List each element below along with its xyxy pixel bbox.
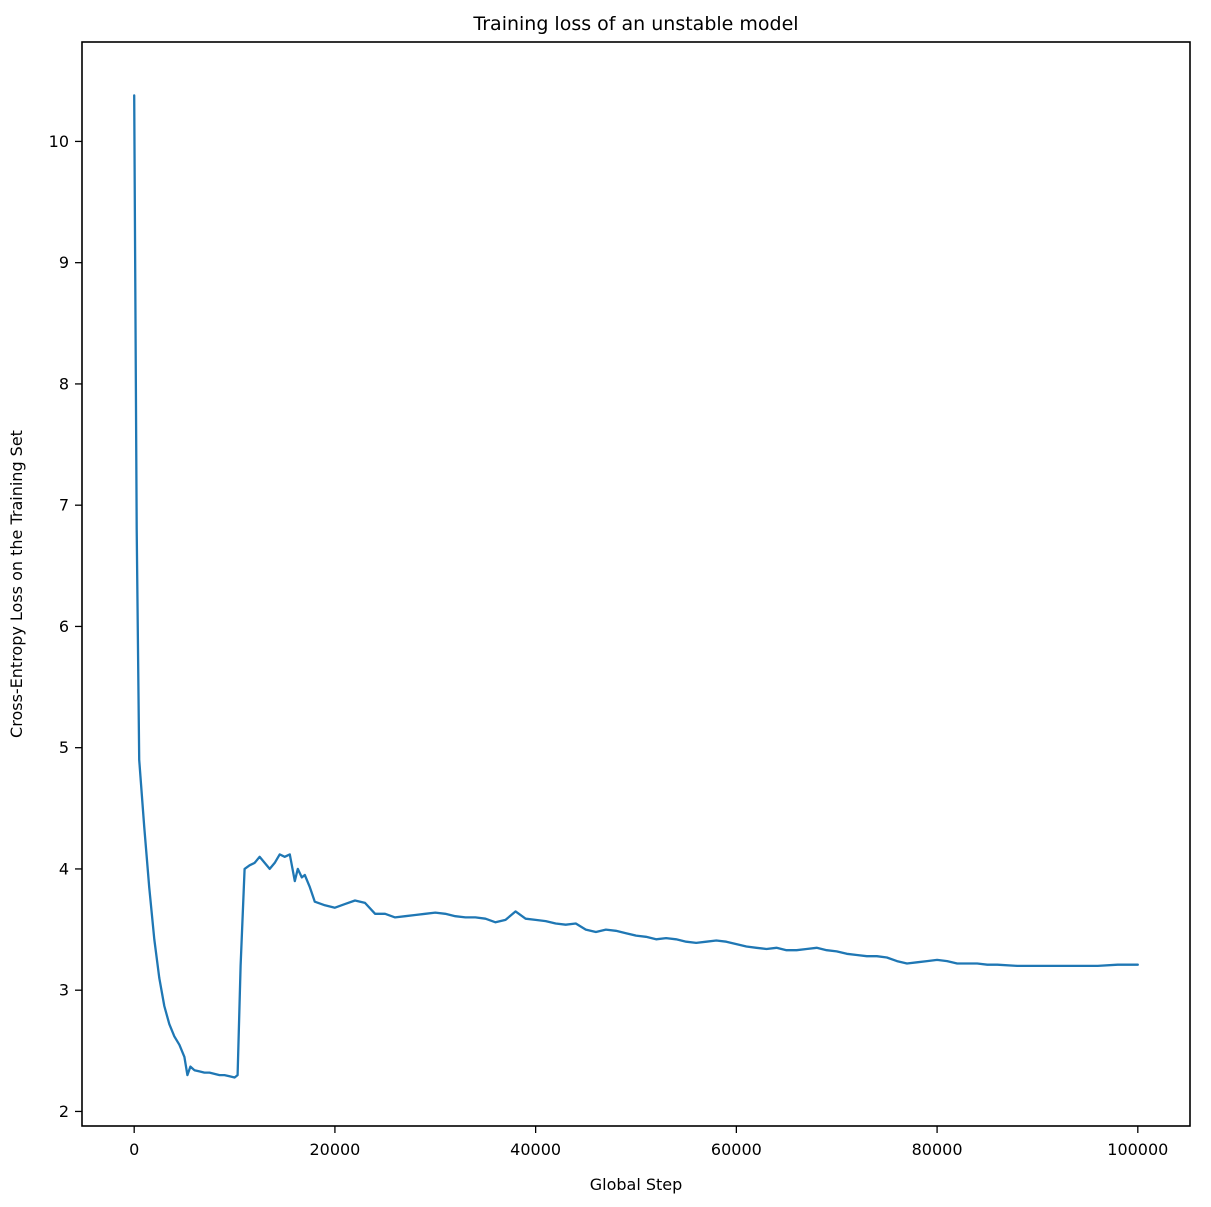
chart-title: Training loss of an unstable model	[472, 13, 798, 35]
plot-area	[81, 41, 1191, 1127]
x-axis-ticks: 0 20000 40000 60000 80000 100000	[129, 1126, 1168, 1159]
x-tick-label: 0	[129, 1140, 139, 1159]
y-tick-label: 10	[49, 132, 69, 151]
y-axis-label: Cross-Entropy Loss on the Training Set	[7, 430, 26, 738]
x-tick-label: 60000	[711, 1140, 762, 1159]
x-tick-label: 20000	[309, 1140, 360, 1159]
x-tick-label: 40000	[510, 1140, 561, 1159]
x-axis-label: Global Step	[590, 1175, 683, 1194]
y-tick-label: 4	[59, 859, 69, 878]
y-tick-label: 9	[59, 253, 69, 272]
x-tick-label: 80000	[912, 1140, 963, 1159]
y-tick-label: 6	[59, 617, 69, 636]
y-tick-label: 8	[59, 374, 69, 393]
loss-line	[133, 94, 1139, 1079]
y-axis-ticks: 2 3 4 5 6 7 8 9 10	[49, 132, 82, 1121]
y-tick-label: 3	[59, 981, 69, 1000]
y-tick-label: 5	[59, 738, 69, 757]
y-tick-label: 2	[59, 1102, 69, 1121]
y-tick-label: 7	[59, 496, 69, 515]
x-tick-label: 100000	[1107, 1140, 1168, 1159]
